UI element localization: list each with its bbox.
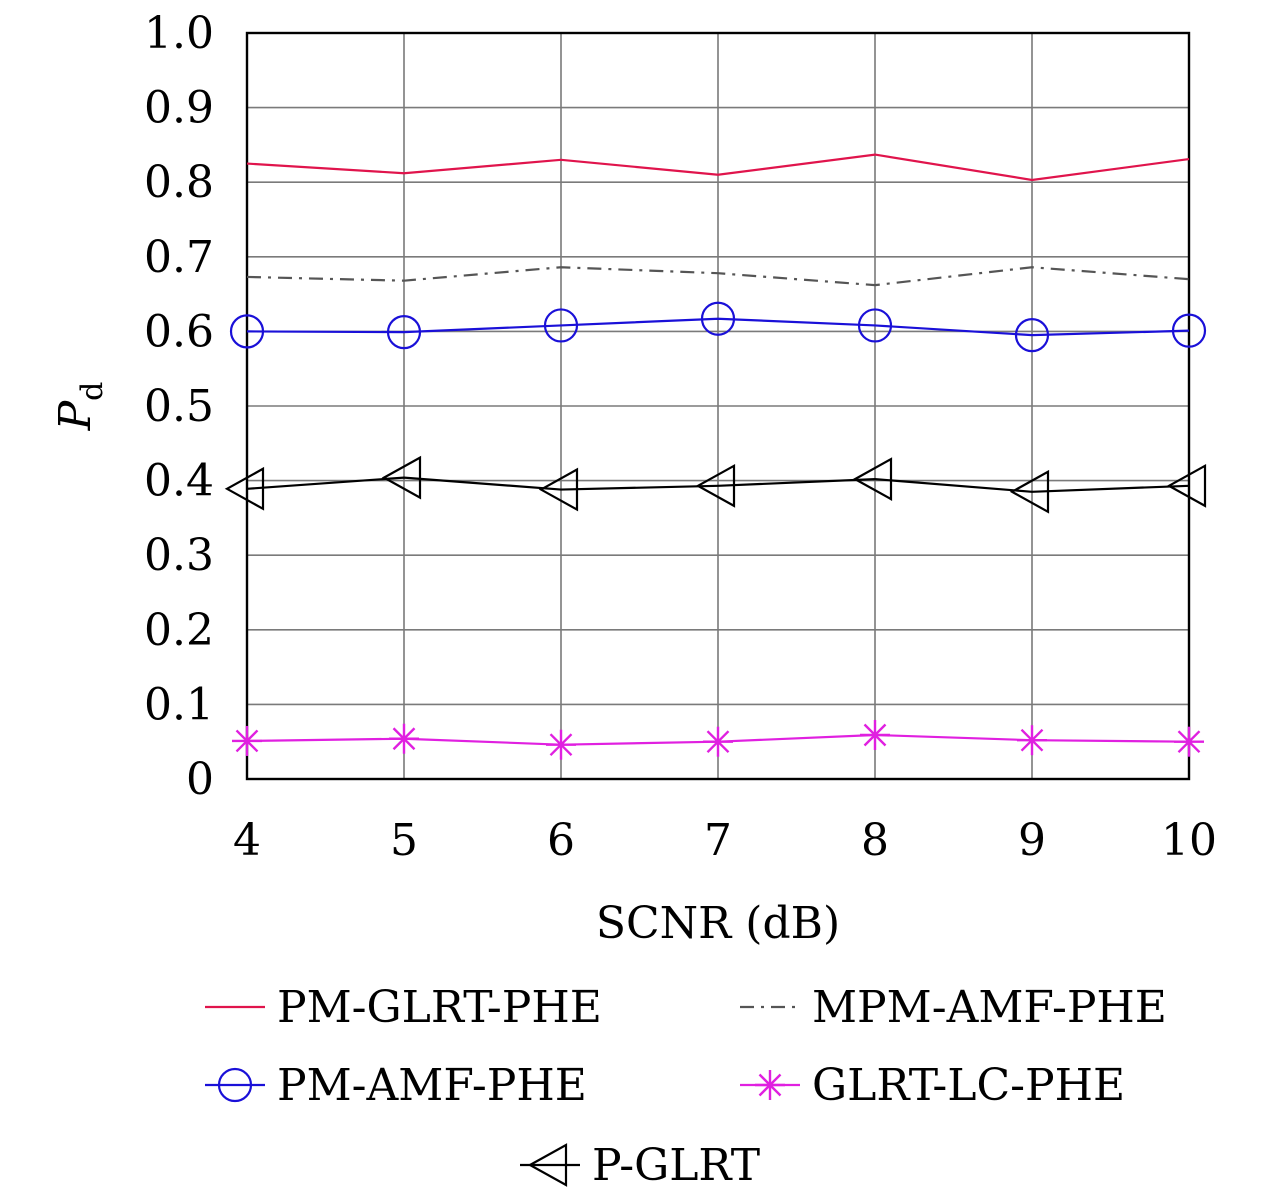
y-tick-label: 0.8 — [144, 157, 214, 208]
series-layer — [224, 153, 1207, 760]
y-tick-label: 0.3 — [144, 530, 214, 581]
legend-entry: P-GLRT — [520, 1140, 760, 1191]
data-point — [229, 314, 265, 349]
star-stroke — [758, 1073, 782, 1097]
series-pm-amf-phe — [229, 301, 1207, 353]
star-stroke — [235, 729, 259, 753]
series-line — [246, 266, 1190, 287]
data-point — [386, 315, 422, 350]
data-point — [381, 455, 422, 500]
legend-marker — [217, 1067, 253, 1103]
series-glrt-lc-phe — [232, 719, 1204, 760]
y-axis-title: Pd — [50, 382, 110, 432]
y-tick-label: 0 — [186, 754, 214, 805]
plot-frame — [245, 31, 1191, 781]
y-tick-label: 0.1 — [144, 679, 214, 730]
x-tick-label: 4 — [233, 815, 261, 866]
star-stroke — [392, 727, 416, 751]
series-line — [246, 153, 1190, 182]
legend-entry: GLRT-LC-PHE — [740, 1060, 1125, 1111]
x-tick-labels: 4 5 6 7 8 9 10 — [233, 815, 1217, 866]
y-tick-label: 0.7 — [144, 232, 214, 283]
data-point — [538, 467, 579, 512]
legend-label: PM-GLRT-PHE — [277, 982, 602, 1033]
data-point — [1014, 318, 1050, 353]
grid — [246, 32, 1190, 780]
data-point — [1174, 726, 1204, 757]
star-stroke — [863, 723, 887, 747]
x-axis-title: SCNR (dB) — [596, 898, 840, 949]
data-point — [695, 463, 736, 508]
legend-marker — [527, 1143, 568, 1187]
x-tick-label: 9 — [1018, 815, 1046, 866]
legend-label: MPM-AMF-PHE — [812, 982, 1167, 1033]
data-point — [546, 729, 576, 760]
data-point — [389, 723, 419, 754]
data-point — [703, 726, 733, 757]
x-tick-label: 6 — [547, 815, 575, 866]
legend-entry: PM-GLRT-PHE — [205, 982, 602, 1033]
data-point — [543, 308, 579, 343]
data-point — [232, 725, 262, 756]
star-stroke — [1177, 730, 1201, 754]
legend-marker — [755, 1070, 785, 1100]
series-mpm-amf-phe — [246, 266, 1190, 287]
legend-label: P-GLRT — [592, 1140, 760, 1191]
y-tick-label: 0.2 — [144, 605, 214, 656]
y-tick-label: 0.5 — [144, 381, 214, 432]
series-line — [246, 317, 1190, 337]
legend-entry: PM-AMF-PHE — [205, 1060, 587, 1111]
star-stroke — [706, 730, 730, 754]
x-tick-label: 8 — [861, 815, 889, 866]
data-point — [857, 308, 893, 343]
legend-label: PM-AMF-PHE — [277, 1060, 587, 1111]
series-pm-glrt-phe — [246, 153, 1190, 182]
legend-entry: MPM-AMF-PHE — [740, 982, 1167, 1033]
x-tick-label: 10 — [1161, 815, 1217, 866]
data-point — [1166, 463, 1207, 508]
data-point — [224, 466, 265, 511]
data-point — [700, 301, 736, 336]
star-stroke — [549, 733, 573, 757]
y-tick-label: 0.4 — [144, 456, 214, 507]
y-axis-title-main: P — [50, 399, 101, 431]
series-p-glrt — [224, 455, 1207, 514]
data-point — [1017, 725, 1047, 756]
legend-label: GLRT-LC-PHE — [812, 1060, 1125, 1111]
y-axis-title-subscript: d — [75, 382, 110, 401]
series-line — [246, 476, 1190, 493]
data-point — [860, 719, 890, 750]
y-tick-labels: 0 0.1 0.2 0.3 0.4 0.5 0.6 0.7 0.8 0.9 1.0 — [144, 8, 214, 805]
data-point — [852, 457, 893, 501]
x-tick-label: 7 — [704, 815, 732, 866]
star-stroke — [1020, 728, 1044, 752]
y-tick-label: 1.0 — [144, 8, 214, 59]
data-point — [1171, 313, 1207, 348]
legend: PM-GLRT-PHE MPM-AMF-PHE PM-AMF-PHE GLRT-LC-… — [205, 982, 1167, 1191]
y-tick-label: 0.6 — [144, 306, 214, 357]
x-tick-label: 5 — [390, 815, 418, 866]
data-point — [1009, 469, 1050, 514]
y-tick-label: 0.9 — [144, 83, 214, 134]
